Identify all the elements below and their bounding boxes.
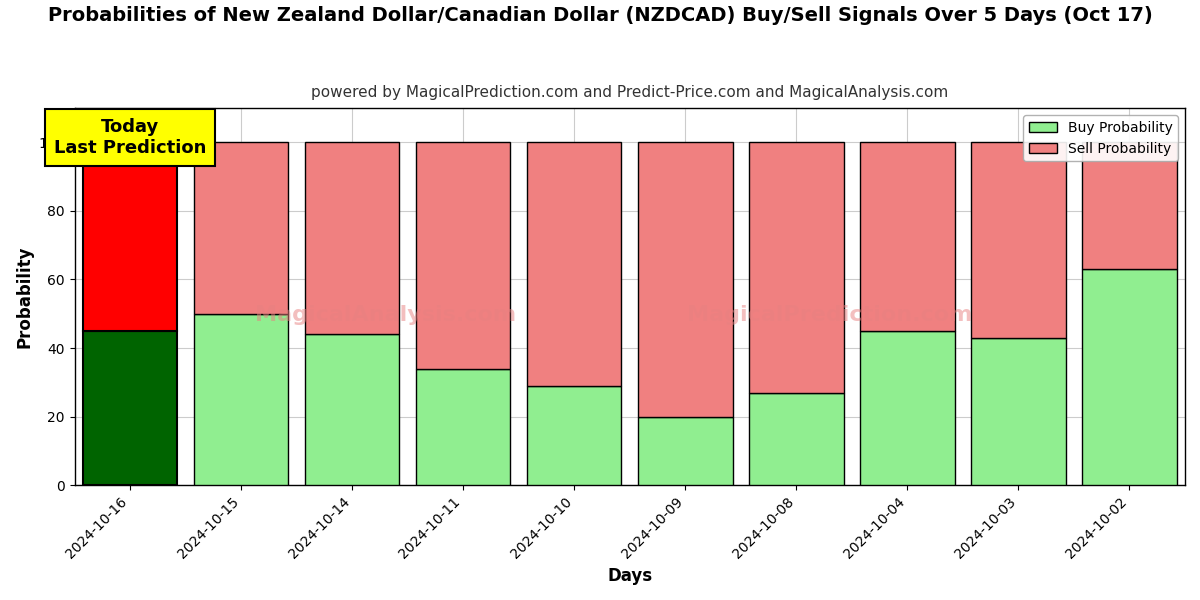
Text: MagicalAnalysis.com: MagicalAnalysis.com	[254, 305, 516, 325]
X-axis label: Days: Days	[607, 567, 653, 585]
Bar	[194, 142, 288, 314]
Bar	[638, 416, 732, 485]
Bar	[749, 392, 844, 485]
Bar	[416, 368, 510, 485]
Bar	[194, 314, 288, 485]
Bar	[1082, 269, 1177, 485]
Text: Today
Last Prediction: Today Last Prediction	[54, 118, 206, 157]
Bar	[749, 142, 844, 392]
Title: powered by MagicalPrediction.com and Predict-Price.com and MagicalAnalysis.com: powered by MagicalPrediction.com and Pre…	[311, 85, 948, 100]
Bar	[971, 338, 1066, 485]
Bar	[1082, 142, 1177, 269]
Bar	[638, 142, 732, 416]
Bar	[83, 142, 178, 331]
Bar	[83, 331, 178, 485]
Bar	[527, 142, 622, 386]
Bar	[971, 142, 1066, 338]
Bar	[416, 142, 510, 368]
Y-axis label: Probability: Probability	[16, 245, 34, 348]
Bar	[305, 334, 400, 485]
Bar	[527, 386, 622, 485]
Text: MagicalPrediction.com: MagicalPrediction.com	[688, 305, 972, 325]
Text: Probabilities of New Zealand Dollar/Canadian Dollar (NZDCAD) Buy/Sell Signals Ov: Probabilities of New Zealand Dollar/Cana…	[48, 6, 1152, 25]
Bar	[305, 142, 400, 334]
Bar	[860, 142, 955, 331]
Legend: Buy Probability, Sell Probability: Buy Probability, Sell Probability	[1024, 115, 1178, 161]
Bar	[860, 331, 955, 485]
